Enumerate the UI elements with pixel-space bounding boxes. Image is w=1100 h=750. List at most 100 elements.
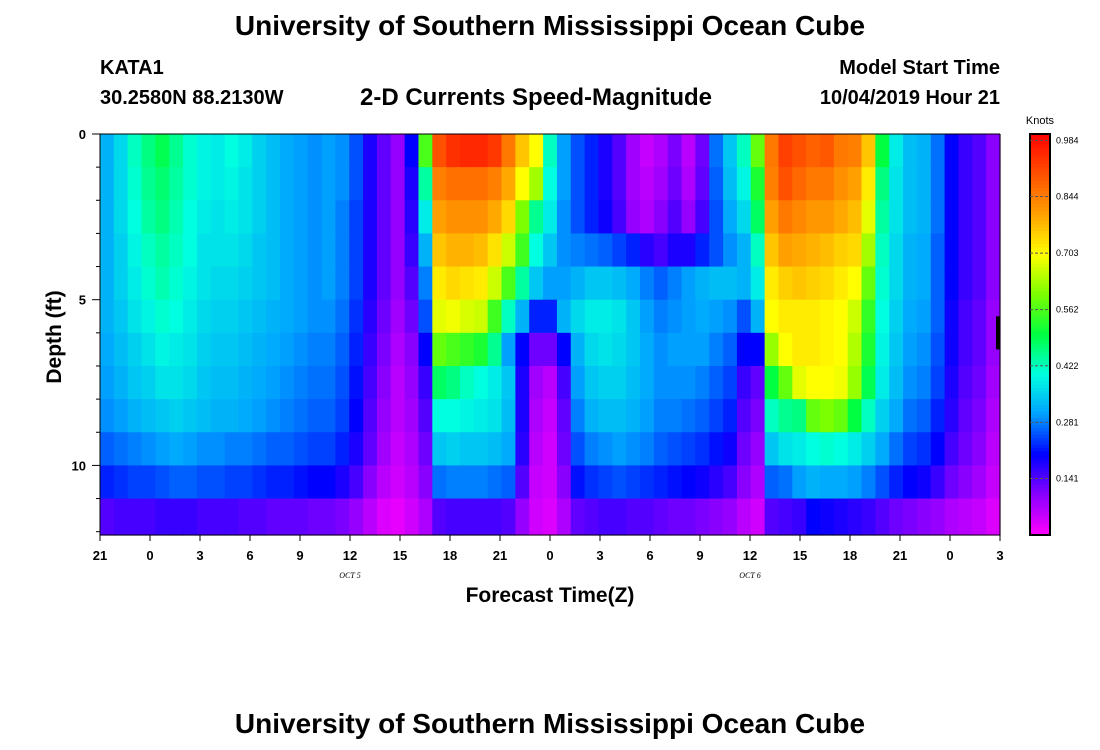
heatmap-cell <box>833 167 849 201</box>
heatmap-cell <box>847 498 863 536</box>
heatmap-cell <box>238 266 253 301</box>
heatmap-cell <box>432 465 447 500</box>
heatmap-cell <box>446 432 461 466</box>
heatmap-cell <box>529 399 544 433</box>
heatmap-cell <box>210 299 226 334</box>
heatmap-cell <box>460 399 475 433</box>
colorbar-segment <box>1030 404 1050 409</box>
heatmap-cell <box>986 399 1001 433</box>
heatmap-cell <box>418 200 433 235</box>
heatmap-cell <box>376 266 392 301</box>
heatmap-cell <box>335 332 350 367</box>
heatmap-cell <box>487 299 503 334</box>
heatmap-cell <box>376 167 392 201</box>
heatmap-cell <box>903 365 918 400</box>
heatmap-cell <box>238 332 253 367</box>
heatmap-cell <box>183 432 198 466</box>
heatmap-cell <box>543 167 558 201</box>
heatmap-cell <box>418 365 433 400</box>
heatmap-cell <box>404 266 420 301</box>
heatmap-cell <box>252 365 267 400</box>
heatmap-cell <box>820 200 835 235</box>
colorbar-segment <box>1030 264 1050 269</box>
heatmap-cell <box>321 465 336 500</box>
heatmap-cell <box>127 233 143 268</box>
heatmap-cell <box>930 233 946 268</box>
heatmap-cell <box>335 465 350 500</box>
heatmap-cell <box>543 200 558 235</box>
heatmap-cell <box>349 498 364 536</box>
heatmap-cell <box>487 465 503 500</box>
heatmap-cell <box>390 266 406 301</box>
heatmap-cell <box>238 167 253 201</box>
heatmap-cell <box>280 365 295 400</box>
heatmap-cell <box>321 299 336 334</box>
heatmap-cell <box>986 465 1001 500</box>
colorbar-segment <box>1030 374 1050 379</box>
heatmap-cell <box>709 200 724 235</box>
colorbar-segment <box>1030 287 1050 292</box>
x-tick-label: 15 <box>393 548 407 563</box>
heatmap-cell <box>307 498 323 536</box>
heatmap-cell <box>210 465 226 500</box>
heatmap-cell <box>681 332 696 367</box>
heatmap-cell <box>473 432 489 466</box>
heatmap-cell <box>113 299 129 334</box>
heatmap-cell <box>155 266 170 301</box>
heatmap-cell <box>501 233 516 268</box>
heatmap-cell <box>113 167 129 201</box>
heatmap-cell <box>986 134 1001 168</box>
model-start-value: 10/04/2019 Hour 21 <box>819 87 1000 109</box>
heatmap-cell <box>515 233 530 268</box>
x-tick-label: 0 <box>946 548 953 563</box>
heatmap-cell <box>806 399 821 433</box>
heatmap-cell <box>681 399 696 433</box>
heatmap-cell <box>916 233 932 268</box>
heatmap-cell <box>390 465 406 500</box>
heatmap-cell <box>653 266 669 301</box>
colorbar-segment <box>1030 471 1050 476</box>
heatmap-cell <box>861 498 876 536</box>
heatmap-cell <box>487 365 503 400</box>
heatmap-cell <box>930 266 946 301</box>
heatmap-cell <box>252 332 267 367</box>
heatmap-cell <box>460 432 475 466</box>
heatmap-cell <box>349 233 364 268</box>
heatmap-cell <box>861 332 876 367</box>
heatmap-cell <box>709 498 724 536</box>
date-label: OCT 5 <box>339 571 360 580</box>
heatmap-cell <box>224 498 240 536</box>
heatmap-cell <box>196 432 212 466</box>
heatmap-cell <box>833 399 849 433</box>
heatmap-cell <box>792 200 807 235</box>
heatmap-cell <box>183 266 198 301</box>
heatmap-cell <box>196 299 212 334</box>
heatmap-cell <box>113 332 129 367</box>
heatmap-cell <box>667 332 683 367</box>
heatmap-cell <box>612 332 627 367</box>
heatmap-cell <box>750 332 766 367</box>
heatmap-cell <box>833 365 849 400</box>
heatmap-cell <box>432 432 447 466</box>
heatmap-cell <box>764 299 780 334</box>
heatmap-cell <box>404 134 420 168</box>
heatmap-cell <box>764 365 780 400</box>
heatmap-cell <box>501 365 516 400</box>
colorbar-segment <box>1030 234 1050 239</box>
colorbar-tick-label: 0.844 <box>1056 192 1079 202</box>
colorbar-segment <box>1030 184 1050 189</box>
heatmap-cell <box>626 134 641 168</box>
colorbar-segment <box>1030 421 1050 426</box>
colorbar-segment <box>1030 294 1050 299</box>
colorbar-segment <box>1030 170 1050 175</box>
colorbar-segment <box>1030 174 1050 179</box>
heatmap-cell <box>612 399 627 433</box>
heatmap-cell <box>280 465 295 500</box>
heatmap-cell <box>875 399 890 433</box>
heatmap-cell <box>127 167 143 201</box>
heatmap-cell <box>376 134 392 168</box>
heatmap-cell <box>501 399 516 433</box>
heatmap-cell <box>446 266 461 301</box>
heatmap-cell <box>612 134 627 168</box>
heatmap-cell <box>598 167 613 201</box>
